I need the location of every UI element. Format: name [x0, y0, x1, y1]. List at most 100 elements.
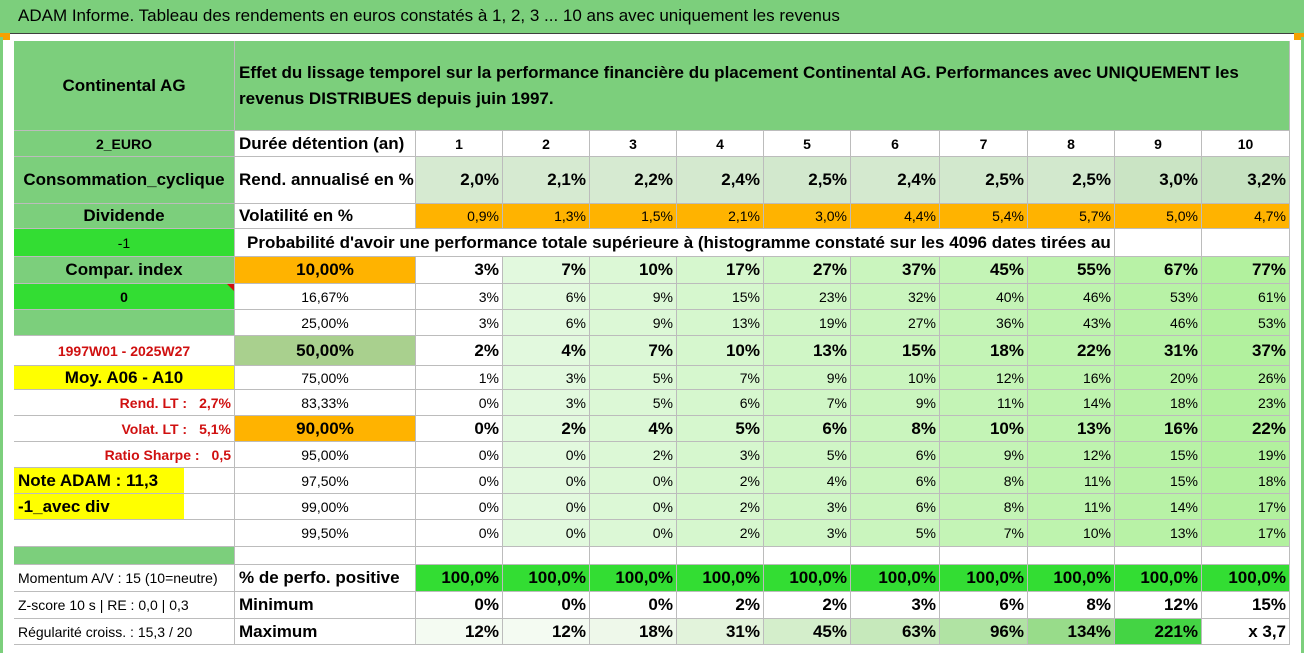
probability-value[interactable]: 7% [764, 390, 851, 416]
vol-value[interactable]: 0,9% [416, 204, 503, 229]
empty-cell[interactable] [677, 547, 764, 565]
positive-value[interactable]: 100,0% [416, 565, 503, 592]
compar-index-cell[interactable]: Compar. index [14, 257, 235, 284]
note-adam-cell[interactable]: Note ADAM : 11,3 [14, 468, 235, 494]
probability-value[interactable]: 0% [416, 390, 503, 416]
max-label[interactable]: Maximum [235, 619, 416, 645]
min-value[interactable]: 6% [940, 592, 1028, 619]
probability-value[interactable]: 16% [1115, 416, 1202, 442]
probability-value[interactable]: 67% [1115, 257, 1202, 284]
empty-green-cell[interactable] [14, 310, 235, 336]
empty-cell[interactable] [416, 547, 503, 565]
positive-value[interactable]: 100,0% [1028, 565, 1115, 592]
regularite-cell[interactable]: Régularité croiss. : 15,3 / 20 [14, 619, 235, 645]
probability-value[interactable]: 53% [1115, 284, 1202, 310]
company-name[interactable]: Continental AG [14, 41, 235, 131]
year-header[interactable]: 1 [416, 131, 503, 157]
period-cell[interactable]: 1997W01 - 2025W27 [14, 336, 235, 366]
vol-value[interactable]: 4,7% [1202, 204, 1290, 229]
probability-value[interactable]: 0% [590, 494, 677, 520]
min-value[interactable]: 8% [1028, 592, 1115, 619]
probability-value[interactable]: 36% [940, 310, 1028, 336]
probability-value[interactable]: 5% [677, 416, 764, 442]
probability-value[interactable]: 1% [416, 366, 503, 390]
rend-value[interactable]: 2,5% [1028, 157, 1115, 204]
probability-value[interactable]: 3% [416, 310, 503, 336]
vol-value[interactable]: 1,5% [590, 204, 677, 229]
probability-value[interactable]: 13% [764, 336, 851, 366]
threshold-cell[interactable]: 16,67% [235, 284, 416, 310]
probability-value[interactable]: 9% [590, 284, 677, 310]
probability-value[interactable]: 2% [677, 520, 764, 547]
empty-cell[interactable] [590, 547, 677, 565]
probability-value[interactable]: 8% [851, 416, 940, 442]
max-value[interactable]: 12% [503, 619, 590, 645]
probability-value[interactable]: 37% [851, 257, 940, 284]
probability-value[interactable]: 10% [1028, 520, 1115, 547]
probability-value[interactable]: 0% [416, 442, 503, 468]
probability-value[interactable]: 11% [1028, 494, 1115, 520]
probability-value[interactable]: 9% [940, 442, 1028, 468]
probability-value[interactable]: 43% [1028, 310, 1115, 336]
probability-value[interactable]: 15% [677, 284, 764, 310]
probability-value[interactable]: 2% [677, 494, 764, 520]
probability-value[interactable]: 7% [940, 520, 1028, 547]
rend-label[interactable]: Rend. annualisé en % [235, 157, 416, 204]
probability-value[interactable]: 6% [851, 468, 940, 494]
probability-value[interactable]: 2% [503, 416, 590, 442]
empty-cell[interactable] [1115, 547, 1202, 565]
empty-cell[interactable] [14, 520, 235, 547]
year-header[interactable]: 6 [851, 131, 940, 157]
probability-value[interactable]: 6% [503, 284, 590, 310]
year-header[interactable]: 5 [764, 131, 851, 157]
year-header[interactable]: 9 [1115, 131, 1202, 157]
empty-cell[interactable] [1202, 547, 1290, 565]
zscore-cell[interactable]: Z-score 10 s | RE : 0,0 | 0,3 [14, 592, 235, 619]
rend-value[interactable]: 2,1% [503, 157, 590, 204]
probability-value[interactable]: 17% [1202, 494, 1290, 520]
probability-value[interactable]: 20% [1115, 366, 1202, 390]
min-value[interactable]: 2% [677, 592, 764, 619]
probability-value[interactable]: 46% [1115, 310, 1202, 336]
moy-cell[interactable]: Moy. A06 - A10 [14, 366, 235, 390]
probability-value[interactable]: 10% [940, 416, 1028, 442]
probability-value[interactable]: 40% [940, 284, 1028, 310]
dividend-cell[interactable]: Dividende [14, 204, 235, 229]
empty-cell[interactable] [1115, 229, 1202, 257]
currency-cell[interactable]: 2_EURO [14, 131, 235, 157]
probability-value[interactable]: 0% [416, 520, 503, 547]
min-value[interactable]: 12% [1115, 592, 1202, 619]
min-value[interactable]: 15% [1202, 592, 1290, 619]
probability-value[interactable]: 77% [1202, 257, 1290, 284]
probability-value[interactable]: 5% [764, 442, 851, 468]
positive-label[interactable]: % de perfo. positive [235, 565, 416, 592]
max-value[interactable]: 45% [764, 619, 851, 645]
probability-value[interactable]: 0% [503, 442, 590, 468]
probability-value[interactable]: 13% [1028, 416, 1115, 442]
duree-label[interactable]: Durée détention (an) [235, 131, 416, 157]
probability-value[interactable]: 45% [940, 257, 1028, 284]
probability-value[interactable]: 53% [1202, 310, 1290, 336]
min-value[interactable]: 2% [764, 592, 851, 619]
probability-value[interactable]: 10% [590, 257, 677, 284]
vol-label[interactable]: Volatilité en % [235, 204, 416, 229]
probability-value[interactable]: 3% [503, 366, 590, 390]
probability-value[interactable]: 4% [590, 416, 677, 442]
probability-value[interactable]: 11% [1028, 468, 1115, 494]
empty-cell[interactable] [764, 547, 851, 565]
probability-value[interactable]: 13% [1115, 520, 1202, 547]
sector-cell[interactable]: Consommation_cyclique [14, 157, 235, 204]
probability-value[interactable]: 9% [851, 390, 940, 416]
probability-value[interactable]: 16% [1028, 366, 1115, 390]
probability-value[interactable]: 6% [503, 310, 590, 336]
threshold-cell[interactable]: 25,00% [235, 310, 416, 336]
year-header[interactable]: 8 [1028, 131, 1115, 157]
rend-lt-cell[interactable]: Rend. LT : 2,7% [14, 390, 235, 416]
probability-value[interactable]: 5% [590, 366, 677, 390]
probability-value[interactable]: 5% [590, 390, 677, 416]
max-value[interactable]: 18% [590, 619, 677, 645]
probability-value[interactable]: 15% [1115, 468, 1202, 494]
probability-value[interactable]: 27% [764, 257, 851, 284]
max-value[interactable]: 221% [1115, 619, 1202, 645]
empty-cell[interactable] [851, 547, 940, 565]
